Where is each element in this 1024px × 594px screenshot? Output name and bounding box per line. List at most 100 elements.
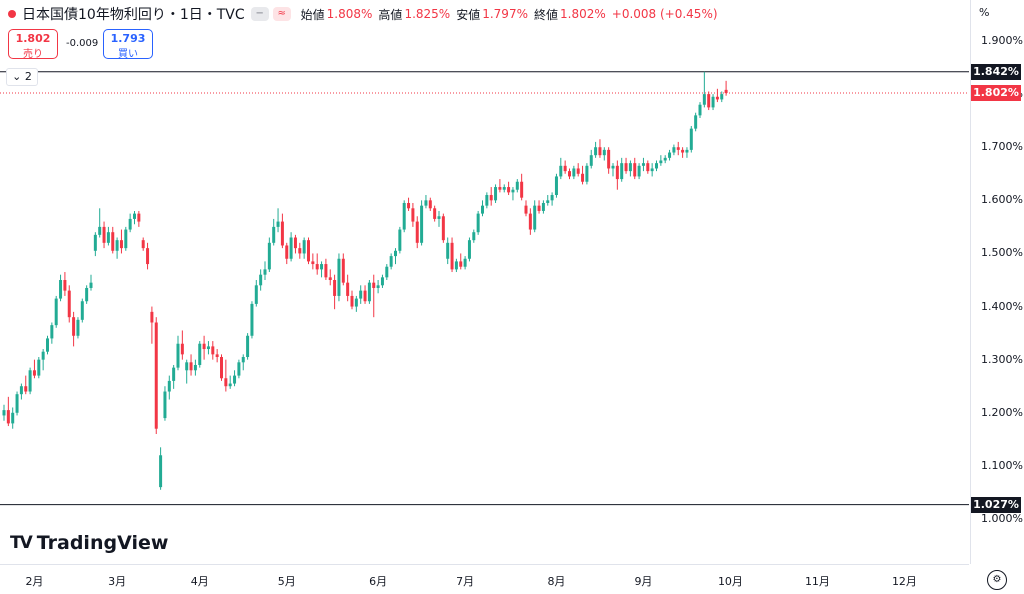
candle-body — [502, 187, 506, 190]
candle-body — [263, 269, 267, 275]
candle-body — [376, 285, 380, 288]
candle-body — [106, 232, 110, 243]
y-tick-label: 1.100% — [981, 458, 1023, 472]
candle-body — [485, 195, 489, 206]
candle — [63, 272, 67, 296]
candle — [450, 237, 454, 273]
y-tick-label: 1.900% — [981, 34, 1023, 47]
symbol-title[interactable]: 日本国債10年物利回り・1日・TVC — [22, 7, 245, 23]
collapse-indicators-button[interactable]: ⌄ 2 — [6, 68, 38, 86]
candle-body — [233, 375, 237, 384]
candle-body — [19, 386, 23, 395]
candle — [228, 375, 232, 389]
candle-body — [428, 200, 432, 209]
candle — [15, 391, 19, 416]
candle — [185, 359, 189, 384]
price-axis[interactable]: % 1.900%1.800%1.700%1.600%1.500%1.400%1.… — [970, 0, 1024, 564]
candle-body — [163, 391, 167, 419]
market-status-dot — [8, 10, 16, 18]
candle — [202, 335, 206, 360]
candle — [19, 383, 23, 400]
candle-body — [380, 277, 384, 286]
candle-body — [520, 181, 524, 198]
candle — [463, 256, 467, 270]
candle — [46, 335, 49, 355]
candle-body — [385, 266, 389, 278]
candle-body — [559, 165, 563, 177]
open-label: 始値 — [300, 7, 325, 22]
candlestick-chart[interactable] — [0, 0, 969, 564]
candle — [124, 226, 128, 251]
x-tick-label: 7月 — [456, 575, 475, 588]
candle-body — [359, 290, 363, 299]
candle — [337, 253, 341, 302]
candle — [141, 237, 145, 251]
candle-body — [533, 205, 537, 230]
candle-body — [628, 163, 632, 172]
y-tick-label: 1.300% — [981, 352, 1023, 366]
candle — [611, 163, 615, 177]
candle — [259, 269, 263, 291]
candle — [176, 335, 180, 371]
candle — [411, 202, 415, 227]
candle — [372, 274, 376, 318]
settings-icon[interactable]: ⚙ — [987, 570, 1007, 590]
candle — [32, 359, 36, 379]
candle-body — [32, 370, 36, 376]
low-label: 安値 — [456, 7, 481, 22]
candle-body — [189, 362, 193, 371]
candle — [293, 234, 297, 254]
sell-price: 1.802 — [15, 32, 51, 45]
candle-body — [655, 163, 658, 169]
candle-body — [602, 149, 606, 156]
sell-label: 売り — [23, 49, 43, 60]
buy-button[interactable]: 1.793 買い — [103, 29, 153, 60]
approx-icon[interactable]: ≈ — [272, 7, 291, 21]
candle — [89, 274, 93, 291]
candle — [641, 157, 645, 172]
time-axis[interactable]: 2月 3月 4月 5月 6月 7月 8月 9月 10月 11月 12月 — [0, 564, 969, 594]
candle-body — [472, 232, 476, 241]
candle-body — [206, 346, 210, 350]
candle — [241, 354, 245, 371]
chart-plot-area[interactable] — [0, 0, 969, 564]
candle — [511, 187, 515, 201]
candle — [681, 147, 685, 158]
candle-body — [337, 258, 341, 296]
candle — [146, 242, 150, 270]
tradingview-logo[interactable]: TV TradingView — [10, 532, 168, 554]
candle — [489, 187, 493, 206]
last-price-badge: 1.802% — [971, 85, 1021, 102]
candle-body — [346, 282, 350, 296]
candle-body — [150, 311, 154, 323]
candle-body — [372, 282, 376, 288]
candle — [333, 274, 337, 310]
candle — [594, 141, 598, 158]
candle — [215, 349, 219, 363]
logo-text: TradingView — [36, 532, 169, 554]
candle — [389, 253, 393, 270]
candle — [167, 375, 171, 400]
candle-body — [524, 205, 528, 214]
candle-body — [220, 357, 223, 379]
candle-body — [476, 213, 480, 233]
candle-body — [494, 187, 498, 201]
candle — [459, 253, 463, 270]
minus-icon[interactable]: − — [250, 7, 269, 21]
candle — [550, 192, 554, 206]
candle-body — [515, 181, 519, 190]
candle — [367, 280, 371, 304]
candle-body — [672, 147, 676, 153]
candle — [320, 261, 324, 278]
candle-body — [463, 258, 467, 267]
candle — [354, 295, 358, 312]
candle-body — [285, 245, 289, 259]
candle — [341, 253, 345, 286]
candle — [276, 208, 280, 233]
candle — [637, 163, 641, 180]
candle-body — [50, 325, 54, 339]
sell-button[interactable]: 1.802 売り — [8, 29, 58, 60]
candle — [707, 91, 711, 111]
candle — [98, 208, 102, 238]
candle-body — [320, 264, 324, 270]
